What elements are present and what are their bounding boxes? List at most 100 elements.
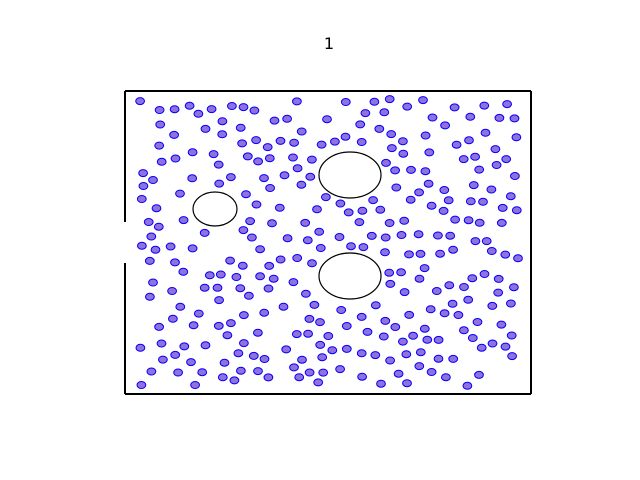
particle — [361, 110, 370, 117]
particle — [402, 351, 411, 358]
particle — [171, 259, 180, 266]
particle — [306, 173, 315, 180]
particle — [237, 367, 246, 374]
particle — [270, 117, 279, 124]
particle — [188, 245, 197, 252]
particle — [149, 279, 158, 286]
particle — [388, 145, 397, 152]
particle — [185, 102, 194, 109]
particle — [194, 310, 203, 317]
particle — [420, 325, 429, 332]
particle — [488, 302, 497, 309]
particle — [336, 200, 345, 207]
particle — [506, 193, 515, 200]
particle — [381, 317, 390, 324]
particle — [316, 245, 325, 252]
figure-title: 1 — [324, 34, 334, 53]
particle — [290, 139, 299, 146]
particle — [421, 168, 430, 175]
particle — [487, 186, 496, 193]
particle — [423, 336, 432, 343]
particle — [460, 284, 469, 291]
particle — [481, 129, 490, 136]
particle — [200, 229, 209, 236]
particle — [144, 219, 153, 226]
particle — [387, 131, 396, 138]
particle — [246, 218, 255, 225]
particle — [511, 173, 520, 180]
particle — [310, 301, 319, 308]
particle — [316, 319, 325, 326]
particle — [400, 217, 409, 224]
particle — [449, 246, 458, 253]
particle — [139, 183, 148, 190]
particle — [379, 333, 388, 340]
particle — [466, 198, 475, 205]
particle — [302, 290, 311, 297]
particle — [236, 285, 245, 292]
particle — [444, 197, 453, 204]
particle — [214, 322, 223, 329]
particle — [376, 206, 385, 213]
particle — [176, 190, 185, 197]
particle — [357, 313, 366, 320]
particle — [377, 380, 386, 387]
particle — [323, 116, 332, 123]
particle — [336, 366, 345, 373]
particle — [445, 282, 454, 289]
particle — [407, 166, 416, 173]
particle — [242, 191, 251, 198]
particle — [358, 207, 367, 214]
particle — [200, 284, 209, 291]
particle — [295, 374, 304, 381]
particle — [406, 196, 415, 203]
particle — [322, 194, 331, 201]
particle — [468, 275, 477, 282]
particle — [448, 300, 457, 307]
particle — [386, 280, 395, 287]
particle — [324, 333, 333, 340]
particle — [357, 350, 366, 357]
particle — [498, 204, 507, 211]
particle — [451, 216, 460, 223]
particle — [240, 340, 249, 347]
particle — [385, 96, 394, 103]
particle — [440, 310, 449, 317]
particle — [380, 109, 389, 116]
particle — [482, 238, 491, 245]
particle — [471, 238, 480, 245]
particle — [168, 288, 177, 295]
particle — [137, 382, 146, 389]
particle — [269, 275, 278, 282]
particle — [501, 251, 510, 258]
particle — [512, 207, 521, 214]
particle — [169, 315, 178, 322]
particle — [218, 374, 227, 381]
particle — [308, 156, 317, 163]
particle — [331, 138, 340, 145]
particle — [265, 155, 274, 162]
particle — [454, 312, 463, 319]
particle — [138, 242, 147, 249]
particle — [363, 328, 372, 335]
particle — [394, 370, 403, 377]
particle — [318, 354, 327, 361]
particle — [276, 137, 285, 144]
particle — [146, 293, 155, 300]
particle — [171, 351, 180, 358]
particle — [254, 158, 263, 165]
particle — [283, 115, 292, 122]
particle — [152, 205, 161, 212]
particle — [399, 138, 408, 145]
particle — [263, 144, 272, 151]
particle — [234, 350, 243, 357]
particle — [475, 219, 484, 226]
particle — [289, 279, 298, 286]
particle — [424, 180, 433, 187]
particle — [139, 170, 148, 177]
particle — [452, 141, 461, 148]
particle — [328, 347, 337, 354]
particle — [399, 338, 408, 345]
particle — [252, 201, 261, 208]
